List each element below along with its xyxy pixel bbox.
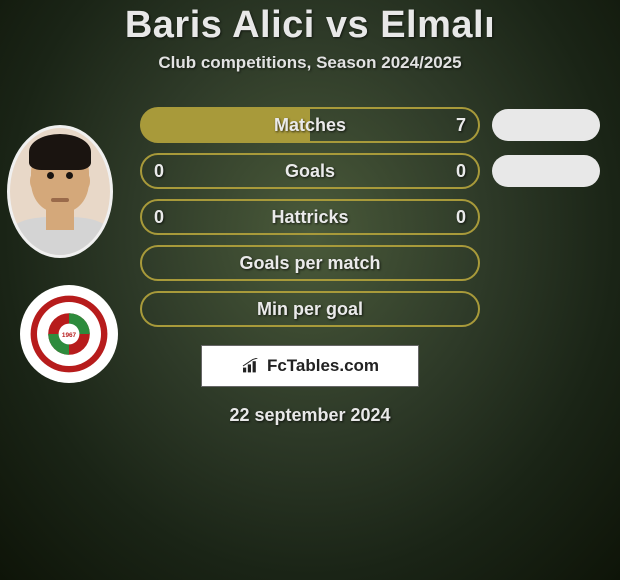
page-title: Baris Alici vs Elmalı: [0, 0, 620, 47]
stat-row: Min per goal: [0, 291, 620, 337]
stat-row: Matches 7: [0, 107, 620, 153]
stat-row: Goals per match: [0, 245, 620, 291]
stat-side-pill: [492, 109, 600, 141]
stat-value-left: 0: [154, 207, 164, 228]
brand-badge: FcTables.com: [201, 345, 419, 387]
stat-pill: 0 Hattricks 0: [140, 199, 480, 235]
stat-row: 0 Hattricks 0: [0, 199, 620, 245]
stat-value-right: 0: [456, 207, 466, 228]
comparison-area: 1967 HATAYSPOR Matches70Goals00Hattricks…: [0, 107, 620, 426]
stat-value-left: 0: [154, 161, 164, 182]
stat-row: 0 Goals 0: [0, 153, 620, 199]
subtitle: Club competitions, Season 2024/2025: [0, 53, 620, 73]
brand-text: FcTables.com: [267, 356, 379, 376]
stat-side-pill: [492, 155, 600, 187]
stat-label: Min per goal: [257, 299, 363, 320]
stat-value-right: 0: [456, 161, 466, 182]
stat-label: Hattricks: [271, 207, 348, 228]
stat-pill: Min per goal: [140, 291, 480, 327]
stat-pill: Goals per match: [140, 245, 480, 281]
footer-date: 22 september 2024: [0, 405, 620, 426]
stat-label: Matches: [274, 115, 346, 136]
chart-icon: [241, 358, 261, 374]
stat-label: Goals per match: [239, 253, 380, 274]
stat-pill: Matches 7: [140, 107, 480, 143]
stat-label: Goals: [285, 161, 335, 182]
stat-pill: 0 Goals 0: [140, 153, 480, 189]
stat-value-right: 7: [456, 115, 466, 136]
